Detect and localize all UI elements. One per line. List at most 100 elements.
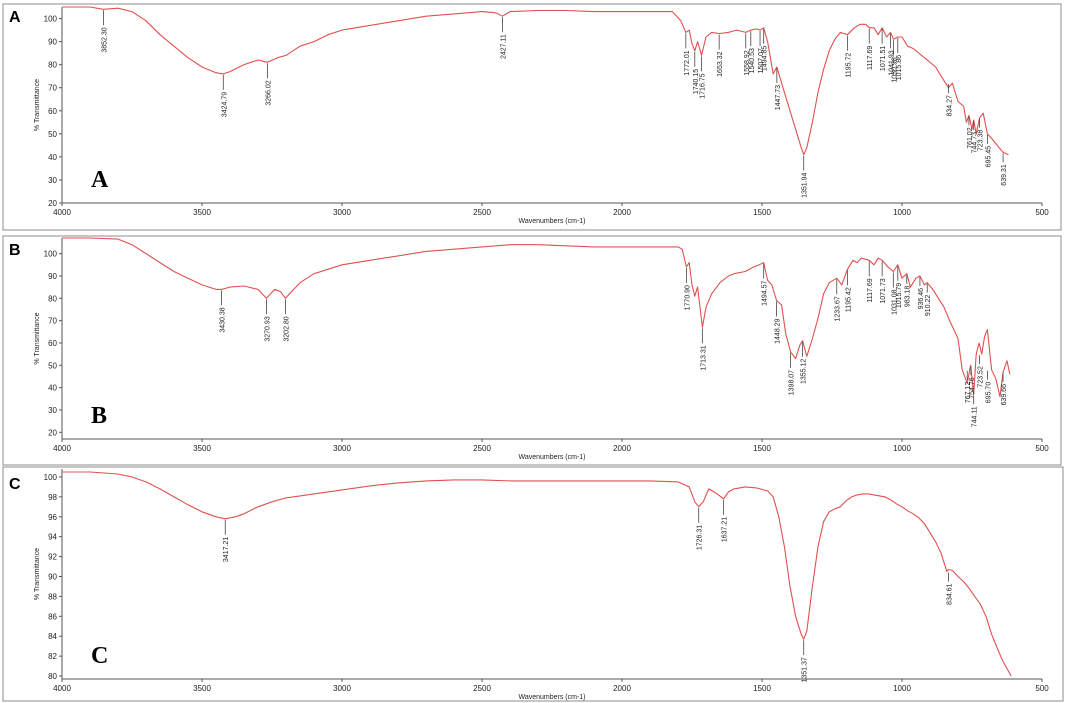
panel-c-y-tick-label: 88: [48, 592, 57, 601]
spectrum-c-svg: 4000 3500 3000 2500 2000 1500 1000 500 80 82 84 86 8…: [2, 466, 1064, 702]
peak-label-b: 1233.67: [835, 296, 842, 321]
panel-c-y-tick-label: 86: [48, 612, 57, 621]
panel-b-x-tick-label: 1000: [893, 444, 911, 453]
ir-spectrum-panel-b: 4000 3500 3000 2500 2000 1500 1000 500 20 30 40 50 6…: [0, 233, 1065, 467]
panel-c-y-tick-label: 82: [48, 652, 57, 661]
panel-c-x-axis-label: Wavenumbers (cm-1): [518, 694, 585, 701]
panel-b-y-tick-label: 70: [48, 317, 57, 326]
peak-label-a: 695.45: [985, 146, 992, 168]
peak-label-b: 639.66: [1001, 384, 1008, 406]
peak-label-b: 3270.93: [264, 316, 271, 341]
panel-a-x-tick-label: 3500: [193, 208, 211, 217]
panel-b-x-tick-label: 500: [1035, 444, 1049, 453]
panel-b-y-tick-label: 90: [48, 272, 57, 281]
panel-c-x-tick-label: 1000: [893, 684, 911, 693]
panel-b-corner-label: B: [9, 242, 21, 259]
spectrum-a-svg: 4000 3500 3000 2500 2000 1500 1000 500 20 30 40 50 6…: [2, 3, 1062, 231]
panel-a-y-tick-label: 80: [48, 61, 57, 70]
panel-a-inner-label: A: [91, 167, 109, 193]
ir-spectrum-panel-c: 4000 3500 3000 2500 2000 1500 1000 500 80 82 84 86 8…: [0, 466, 1065, 703]
panel-a-x-tick-label: 2500: [473, 208, 491, 217]
peak-label-a: 834.27: [946, 95, 953, 117]
peak-label-a: 723.38: [978, 130, 985, 152]
panel-c-y-axis-label: % Transmittance: [34, 548, 41, 600]
peak-label-a: 3852.30: [101, 27, 108, 52]
peak-label-a: 3266.02: [266, 80, 273, 105]
panel-c-y-tick-label: 98: [48, 493, 57, 502]
peak-label-b: 983.18: [905, 286, 912, 308]
panel-c-x-tick-label: 3000: [333, 684, 351, 693]
panel-b-x-tick-label: 1500: [753, 444, 771, 453]
peak-label-a: 1740.15: [693, 69, 700, 94]
panel-b-x-tick-label: 2000: [613, 444, 631, 453]
panel-b-y-tick-label: 50: [48, 361, 57, 370]
peak-label-b: 3202.80: [283, 316, 290, 341]
peak-label-b: 695.70: [985, 382, 992, 404]
panel-c-y-tick-label: 80: [48, 672, 57, 681]
panel-c-x-tick-label: 3500: [193, 684, 211, 693]
spectrum-b-svg: 4000 3500 3000 2500 2000 1500 1000 500 20 30 40 50 6…: [2, 235, 1062, 466]
peak-label-a: 1540.53: [749, 48, 756, 73]
panel-c-x-tick-label: 2000: [613, 684, 631, 693]
panel-a-x-tick-label: 3000: [333, 208, 351, 217]
peak-label-c: 3417.21: [223, 537, 230, 562]
ir-spectrum-panel-a: 4000 3500 3000 2500 2000 1500 1000 500 20 30 40 50 6…: [0, 0, 1065, 233]
panel-b-y-tick-label: 80: [48, 294, 57, 303]
panel-c-x-tick-label: 1500: [753, 684, 771, 693]
peak-label-a: 1447.73: [775, 85, 782, 110]
peak-label-a: 1015.86: [896, 55, 903, 80]
panel-c-x-tick-label: 4000: [53, 684, 71, 693]
peak-label-a: 1772.01: [684, 50, 691, 75]
panel-a-frame: [2, 3, 1062, 231]
panel-b-x-tick-label: 3000: [333, 444, 351, 453]
peak-label-c: 834.61: [946, 583, 953, 605]
panel-b-inner-label: B: [91, 403, 107, 429]
peak-label-a: 2427.11: [500, 34, 507, 59]
panel-a-y-tick-label: 100: [44, 15, 58, 24]
panel-c-y-tick-label: 94: [48, 533, 57, 542]
peak-label-a: 1195.72: [845, 53, 852, 78]
panel-b-y-tick-label: 40: [48, 384, 57, 393]
peak-label-a: 1351.94: [802, 172, 809, 197]
panel-c-inner-label: C: [91, 643, 108, 669]
panel-a-y-tick-label: 90: [48, 38, 57, 47]
peak-label-b: 1713.31: [700, 345, 707, 370]
peak-label-c: 1351.37: [802, 657, 809, 682]
peak-label-b: 910.22: [925, 295, 932, 317]
panel-c-y-tick-label: 92: [48, 553, 57, 562]
panel-c-x-tick-label: 2500: [473, 684, 491, 693]
peak-label-a: 1071.51: [880, 46, 887, 71]
panel-a-x-tick-label: 1500: [753, 208, 771, 217]
peak-label-c: 1637.21: [722, 517, 729, 542]
peak-label-a: 761.02: [967, 127, 974, 149]
peak-label-a: 1716.75: [700, 73, 707, 98]
panel-c-spectrum-line: [62, 471, 1012, 677]
peak-label-b: 1015.79: [896, 283, 903, 308]
panel-a-y-tick-label: 70: [48, 84, 57, 93]
panel-c-x-tick-label: 500: [1035, 684, 1049, 693]
panel-c-corner-label: C: [9, 476, 21, 493]
panel-a-x-tick-label: 2000: [613, 208, 631, 217]
peak-label-b: 1448.29: [775, 318, 782, 343]
peak-label-a: 639.31: [1001, 164, 1008, 186]
peak-label-b: 1398.07: [789, 370, 796, 395]
peak-label-b: 1770.90: [684, 285, 691, 310]
peak-label-b: 744.11: [972, 406, 979, 427]
panel-b-x-tick-label: 3500: [193, 444, 211, 453]
panel-a-x-tick-label: 4000: [53, 208, 71, 217]
panel-a-x-tick-label: 500: [1035, 208, 1049, 217]
panel-c-frame: [2, 466, 1064, 702]
panel-c-y-tick-label: 96: [48, 513, 57, 522]
peak-label-b: 754.76: [969, 377, 976, 399]
peak-label-b: 3430.38: [220, 307, 227, 332]
peak-label-b: 767.12: [965, 382, 972, 404]
peak-label-a: 744.73: [972, 132, 979, 154]
panel-a-x-axis-label: Wavenumbers (cm-1): [518, 218, 585, 225]
panel-b-x-axis-label: Wavenumbers (cm-1): [518, 454, 585, 461]
peak-label-b: 1071.73: [880, 278, 887, 303]
panel-b-frame: [2, 235, 1062, 466]
panel-a-y-tick-label: 20: [48, 199, 57, 208]
peak-label-a: 1030.98: [892, 57, 899, 82]
peak-label-b: 1031.08: [891, 289, 898, 314]
peak-label-a: 1494.85: [762, 46, 769, 71]
